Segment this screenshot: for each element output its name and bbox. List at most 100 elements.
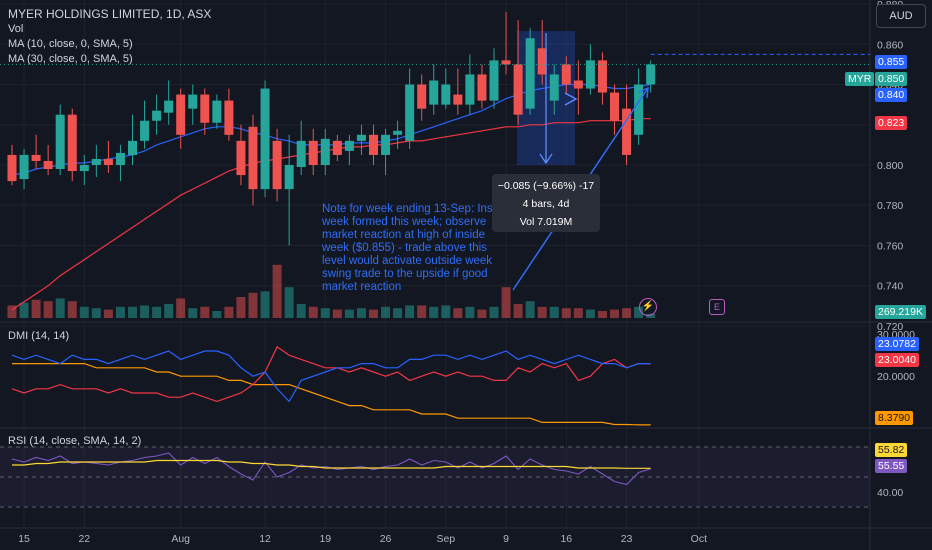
- volume-bar: [260, 291, 270, 318]
- candle-body: [561, 64, 571, 85]
- price-tick-label: 0.860: [877, 39, 903, 51]
- volume-bar: [405, 305, 415, 318]
- candle-body: [537, 48, 547, 75]
- volume-bar: [55, 298, 65, 318]
- candle-body: [19, 154, 29, 180]
- rsi-tick-label: 40.00: [877, 487, 903, 499]
- volume-bar: [67, 301, 77, 318]
- ma10-price-tag: 0.840: [875, 88, 908, 102]
- candle-body: [212, 100, 222, 123]
- rsi-label[interactable]: RSI (14, close, SMA, 14, 2): [8, 435, 142, 447]
- volume-bar: [561, 308, 571, 318]
- volume-bar: [212, 311, 222, 318]
- earnings-icon[interactable]: E: [709, 299, 725, 315]
- volume-bar: [525, 301, 535, 318]
- rsi-ma-path: [12, 459, 651, 469]
- dmi-tick-label: 20.0000: [877, 371, 915, 383]
- candle-body: [224, 100, 234, 135]
- volume-bar: [140, 305, 150, 318]
- volume-bar: [31, 299, 41, 318]
- time-tick-label: Oct: [691, 533, 707, 545]
- measure-vol: Vol 7.019M: [519, 216, 573, 228]
- flash-icon[interactable]: ⚡: [639, 298, 657, 316]
- price-tick-label: 0.760: [877, 240, 903, 252]
- volume-bar: [236, 297, 246, 318]
- last-price-tag: 0.850: [875, 72, 908, 86]
- volume-bar: [381, 306, 391, 318]
- candle-body: [7, 154, 17, 182]
- candle-body: [260, 88, 270, 190]
- volume-bar: [610, 309, 619, 318]
- volume-bar: [453, 308, 463, 318]
- volume-bar: [308, 306, 318, 318]
- candle-body: [610, 92, 619, 121]
- candle-body: [489, 60, 499, 101]
- rsi-pane: [0, 446, 870, 508]
- measure-bars: 4 bars, 4d: [522, 198, 570, 210]
- time-tick-label: 22: [78, 533, 90, 545]
- minus-di-tag: 23.0040: [875, 353, 919, 367]
- time-tick-label: 16: [560, 533, 572, 545]
- candle-body: [115, 152, 125, 165]
- volume-bar: [344, 309, 354, 318]
- volume-bar: [188, 308, 198, 318]
- volume-bar: [501, 287, 511, 318]
- candle-body: [477, 74, 487, 101]
- candle-body: [308, 140, 318, 165]
- candle-body: [140, 120, 150, 141]
- volume-bar: [128, 306, 137, 318]
- ma30-legend[interactable]: MA (30, close, 0, SMA, 5): [8, 53, 133, 65]
- candle-body: [549, 74, 559, 101]
- volume-bar: [356, 308, 366, 318]
- adx-tag: 8.3790: [875, 411, 914, 425]
- candle-body: [646, 64, 656, 85]
- measure-change: −0.085 (−9.66%) -17: [497, 180, 595, 192]
- volume-bar: [477, 309, 487, 318]
- volume-bar: [573, 308, 583, 318]
- volume-bar: [152, 306, 162, 318]
- candle-body: [128, 140, 137, 155]
- candle-body: [513, 64, 523, 115]
- candle-body: [429, 80, 439, 105]
- time-tick-label: 9: [503, 533, 509, 545]
- candle-body: [200, 94, 210, 123]
- candle-body: [164, 100, 174, 113]
- trade-note[interactable]: Note for week ending 13-Sep: Inside week…: [322, 203, 509, 293]
- volume-bar: [465, 306, 475, 318]
- candle-body: [393, 130, 403, 135]
- symbol-title[interactable]: MYER HOLDINGS LIMITED, 1D, ASX: [8, 7, 212, 21]
- candle-body: [525, 38, 535, 109]
- volume-bar: [585, 309, 595, 318]
- dmi-label[interactable]: DMI (14, 14): [8, 330, 70, 342]
- candle-body: [188, 94, 198, 109]
- candle-body: [441, 84, 451, 105]
- volume-bar: [200, 306, 210, 318]
- volume-bar: [441, 305, 451, 318]
- candle-body: [622, 108, 632, 155]
- candle-body: [79, 165, 89, 172]
- volume-bar: [296, 304, 306, 318]
- vol-legend[interactable]: Vol: [8, 23, 24, 35]
- time-tick-label: Aug: [171, 533, 190, 545]
- dmi-pane: [11, 345, 651, 426]
- ma10-legend[interactable]: MA (10, close, 0, SMA, 5): [8, 38, 133, 50]
- trend-arrow-head: [638, 86, 649, 99]
- rsi-legend: RSI (14, close, SMA, 14, 2): [8, 434, 141, 449]
- candle-body: [597, 60, 607, 93]
- candle-body: [320, 138, 330, 165]
- volume-bar: [393, 308, 403, 318]
- volume-bar: [537, 306, 547, 318]
- volume-bar: [622, 308, 632, 318]
- volume-bar: [164, 304, 174, 318]
- candle-body: [634, 84, 644, 135]
- time-tick-label: Sep: [436, 533, 455, 545]
- time-tick-label: 26: [380, 533, 392, 545]
- currency-button[interactable]: AUD: [876, 4, 926, 28]
- candle-body: [296, 140, 306, 168]
- volume-bar: [646, 313, 656, 318]
- candle-body: [176, 94, 186, 135]
- volume-bar: [248, 292, 258, 318]
- volume-bar: [549, 306, 559, 318]
- volume-tag: 269.219K: [875, 305, 926, 319]
- measure-arrow-head: [539, 153, 553, 165]
